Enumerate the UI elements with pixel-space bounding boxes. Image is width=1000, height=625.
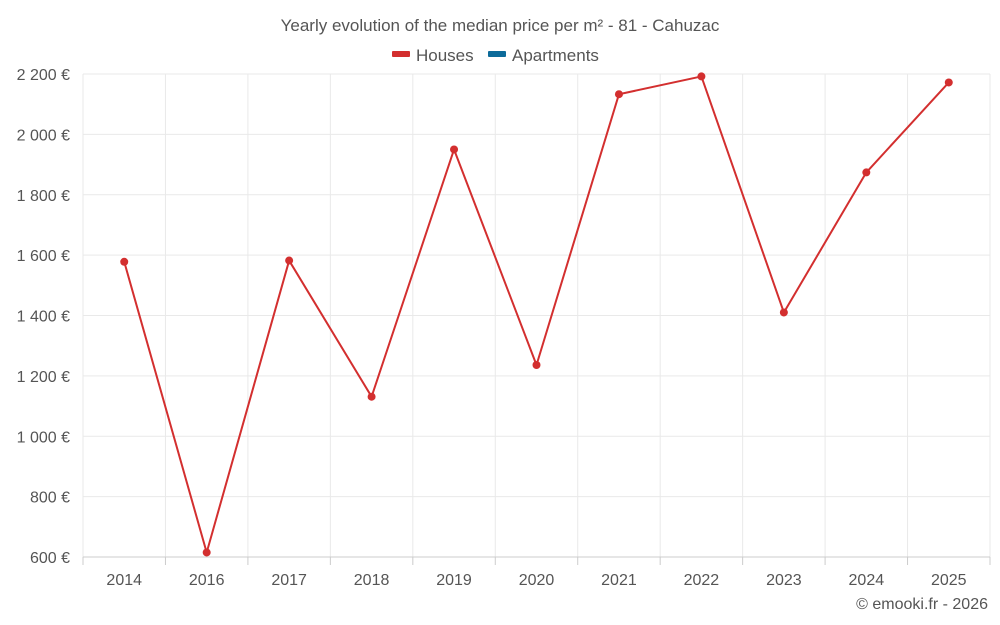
data-point-houses-2017[interactable] <box>285 256 294 265</box>
x-tick-label: 2024 <box>849 572 885 589</box>
data-point-houses-2019[interactable] <box>450 145 459 154</box>
y-tick-label: 600 € <box>30 550 70 567</box>
credits-text: © emooki.fr - 2026 <box>856 596 988 613</box>
legend-label-houses: Houses <box>416 46 474 65</box>
x-tick-label: 2025 <box>931 572 967 589</box>
x-axis: 2014 2016 2017 2018 2019 2020 2021 2022 2023 2024… <box>82 556 991 589</box>
y-tick-label: 1 200 € <box>17 369 70 386</box>
x-tick-label: 2023 <box>766 572 802 589</box>
y-tick-label: 1 000 € <box>17 429 70 446</box>
data-point-houses-2018[interactable] <box>367 392 376 401</box>
data-point-houses-2025[interactable] <box>944 78 953 87</box>
x-tick-label: 2019 <box>436 572 472 589</box>
x-tick-label: 2021 <box>601 572 637 589</box>
y-tick-label: 1 600 € <box>17 248 70 265</box>
legend: Houses Apartments <box>392 46 599 65</box>
data-point-houses-2020[interactable] <box>532 361 541 370</box>
legend-swatch-houses <box>392 51 410 57</box>
legend-item-apartments[interactable]: Apartments <box>488 46 599 65</box>
x-tick-label: 2014 <box>106 572 142 589</box>
data-point-houses-2014[interactable] <box>120 257 129 266</box>
data-point-houses-2024[interactable] <box>862 168 871 177</box>
chart-title: Yearly evolution of the median price per… <box>281 16 720 35</box>
x-tick-label: 2022 <box>684 572 720 589</box>
y-tick-label: 800 € <box>30 490 70 507</box>
data-point-houses-2023[interactable] <box>779 308 788 317</box>
data-point-houses-2021[interactable] <box>614 90 623 99</box>
x-tick-label: 2016 <box>189 572 225 589</box>
x-tick-label: 2018 <box>354 572 390 589</box>
y-axis: 600 € 800 € 1 000 € 1 200 € 1 400 € 1 600 € 1 … <box>17 67 70 567</box>
x-tick-label: 2017 <box>271 572 307 589</box>
legend-item-houses[interactable]: Houses <box>392 46 474 65</box>
legend-label-apartments: Apartments <box>512 46 599 65</box>
y-tick-label: 2 200 € <box>17 67 70 84</box>
y-tick-label: 1 800 € <box>17 188 70 205</box>
legend-swatch-apartments <box>488 51 506 57</box>
grid <box>82 73 991 558</box>
y-tick-label: 2 000 € <box>17 127 70 144</box>
data-point-houses-2016[interactable] <box>202 548 211 557</box>
x-tick-label: 2020 <box>519 572 555 589</box>
series-houses <box>120 72 953 557</box>
y-tick-label: 1 400 € <box>17 309 70 326</box>
data-point-houses-2022[interactable] <box>697 72 706 81</box>
